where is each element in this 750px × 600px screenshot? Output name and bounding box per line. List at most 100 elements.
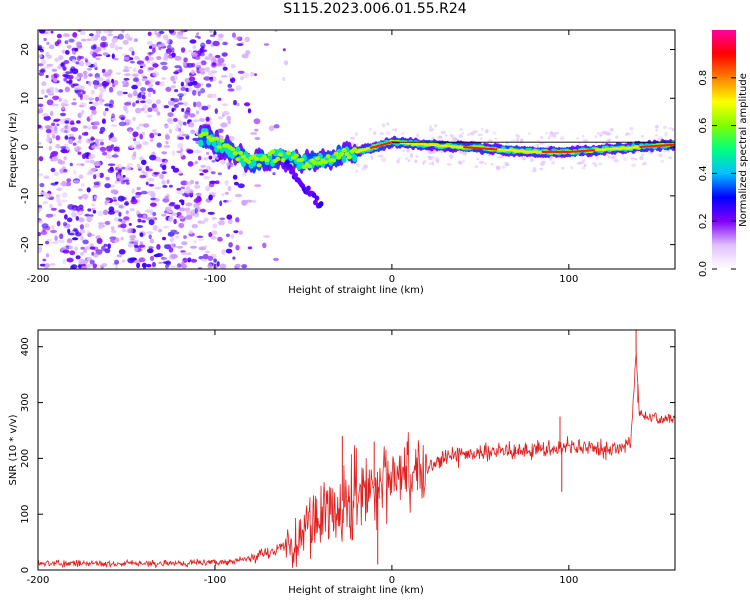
- ridge-mark: [299, 157, 305, 162]
- noise-speckle: [487, 139, 493, 144]
- noise-speckle: [77, 85, 85, 91]
- noise-speckle: [165, 86, 172, 92]
- noise-speckle: [470, 131, 475, 136]
- noise-speckle: [173, 117, 178, 122]
- noise-speckle: [63, 99, 69, 104]
- noise-speckle: [73, 85, 79, 91]
- noise-speckle: [78, 104, 84, 108]
- noise-speckle: [203, 245, 208, 248]
- noise-speckle: [182, 133, 189, 137]
- noise-speckle: [233, 230, 239, 234]
- noise-speckle: [479, 137, 483, 140]
- noise-speckle: [98, 96, 103, 102]
- noise-speckle: [149, 238, 155, 244]
- noise-speckle: [168, 247, 174, 253]
- noise-speckle: [175, 127, 181, 132]
- noise-speckle: [228, 135, 235, 141]
- noise-speckle: [662, 150, 666, 153]
- noise-speckle: [166, 179, 170, 185]
- noise-speckle: [236, 36, 241, 40]
- noise-speckle: [93, 62, 98, 69]
- noise-speckle: [142, 214, 147, 220]
- noise-speckle: [88, 33, 94, 37]
- noise-speckle: [107, 33, 113, 37]
- noise-speckle: [226, 115, 232, 121]
- noise-speckle: [594, 135, 598, 139]
- noise-speckle: [221, 63, 227, 67]
- noise-speckle: [192, 45, 196, 50]
- noise-speckle: [195, 192, 202, 197]
- noise-speckle: [50, 30, 54, 34]
- noise-speckle: [386, 122, 390, 126]
- noise-speckle: [185, 181, 193, 186]
- noise-speckle: [74, 47, 79, 52]
- noise-speckle: [96, 238, 103, 244]
- noise-speckle: [607, 155, 611, 158]
- noise-speckle: [131, 84, 138, 90]
- noise-speckle: [161, 180, 166, 185]
- noise-speckle: [93, 121, 100, 126]
- snr-y-ticks: 0 100 200 300 400: [20, 337, 675, 573]
- noise-speckle: [57, 65, 62, 70]
- noise-speckle: [211, 160, 216, 163]
- noise-speckle: [195, 101, 202, 108]
- noise-speckle: [155, 99, 161, 105]
- noise-speckle: [45, 74, 49, 79]
- noise-speckle: [431, 161, 435, 166]
- noise-speckle: [93, 181, 100, 186]
- noise-speckle: [64, 135, 69, 140]
- noise-speckle: [422, 161, 425, 165]
- noise-speckle: [176, 245, 184, 249]
- noise-speckle: [272, 257, 279, 261]
- noise-speckle: [135, 81, 142, 87]
- y-tick-label: 20: [20, 43, 31, 56]
- noise-speckle: [46, 41, 50, 46]
- noise-speckle: [102, 52, 109, 56]
- noise-speckle: [51, 225, 55, 230]
- noise-speckle: [82, 239, 89, 245]
- noise-speckle: [355, 169, 358, 173]
- noise-speckle: [640, 134, 644, 138]
- noise-speckle: [169, 237, 174, 243]
- noise-speckle: [157, 228, 163, 233]
- noise-speckle: [210, 62, 218, 68]
- noise-speckle: [114, 202, 120, 206]
- noise-speckle: [176, 150, 182, 154]
- y-tick-label: 100: [20, 505, 31, 524]
- noise-speckle: [180, 81, 184, 87]
- noise-speckle: [137, 218, 142, 223]
- noise-speckle: [236, 43, 244, 47]
- noise-speckle: [38, 54, 43, 58]
- ridge-mark: [312, 160, 318, 165]
- noise-speckle: [145, 168, 153, 172]
- noise-speckle: [218, 33, 224, 39]
- noise-speckle: [116, 163, 123, 170]
- noise-speckle: [91, 145, 97, 149]
- noise-speckle: [118, 249, 126, 255]
- noise-speckle: [109, 42, 116, 49]
- ridge-mark: [277, 152, 283, 157]
- noise-speckle: [136, 225, 144, 228]
- noise-speckle: [214, 108, 218, 114]
- noise-speckle: [162, 236, 166, 241]
- ridge-mark: [285, 150, 291, 156]
- noise-speckle: [193, 82, 201, 89]
- noise-speckle: [146, 40, 153, 46]
- noise-speckle: [217, 97, 222, 101]
- noise-speckle: [205, 121, 213, 126]
- noise-speckle: [154, 198, 160, 202]
- noise-speckle: [173, 204, 181, 208]
- noise-speckle: [131, 50, 135, 56]
- noise-speckle: [81, 38, 87, 42]
- noise-speckle: [99, 42, 106, 48]
- noise-speckle: [205, 250, 211, 254]
- noise-speckle: [189, 76, 196, 82]
- noise-speckle: [210, 236, 217, 240]
- noise-speckle: [61, 106, 65, 111]
- noise-speckle: [135, 191, 142, 196]
- noise-speckle: [273, 124, 280, 129]
- noise-speckle: [185, 202, 193, 207]
- noise-speckle: [197, 155, 202, 161]
- noise-speckle: [44, 193, 53, 198]
- noise-speckle: [149, 132, 155, 139]
